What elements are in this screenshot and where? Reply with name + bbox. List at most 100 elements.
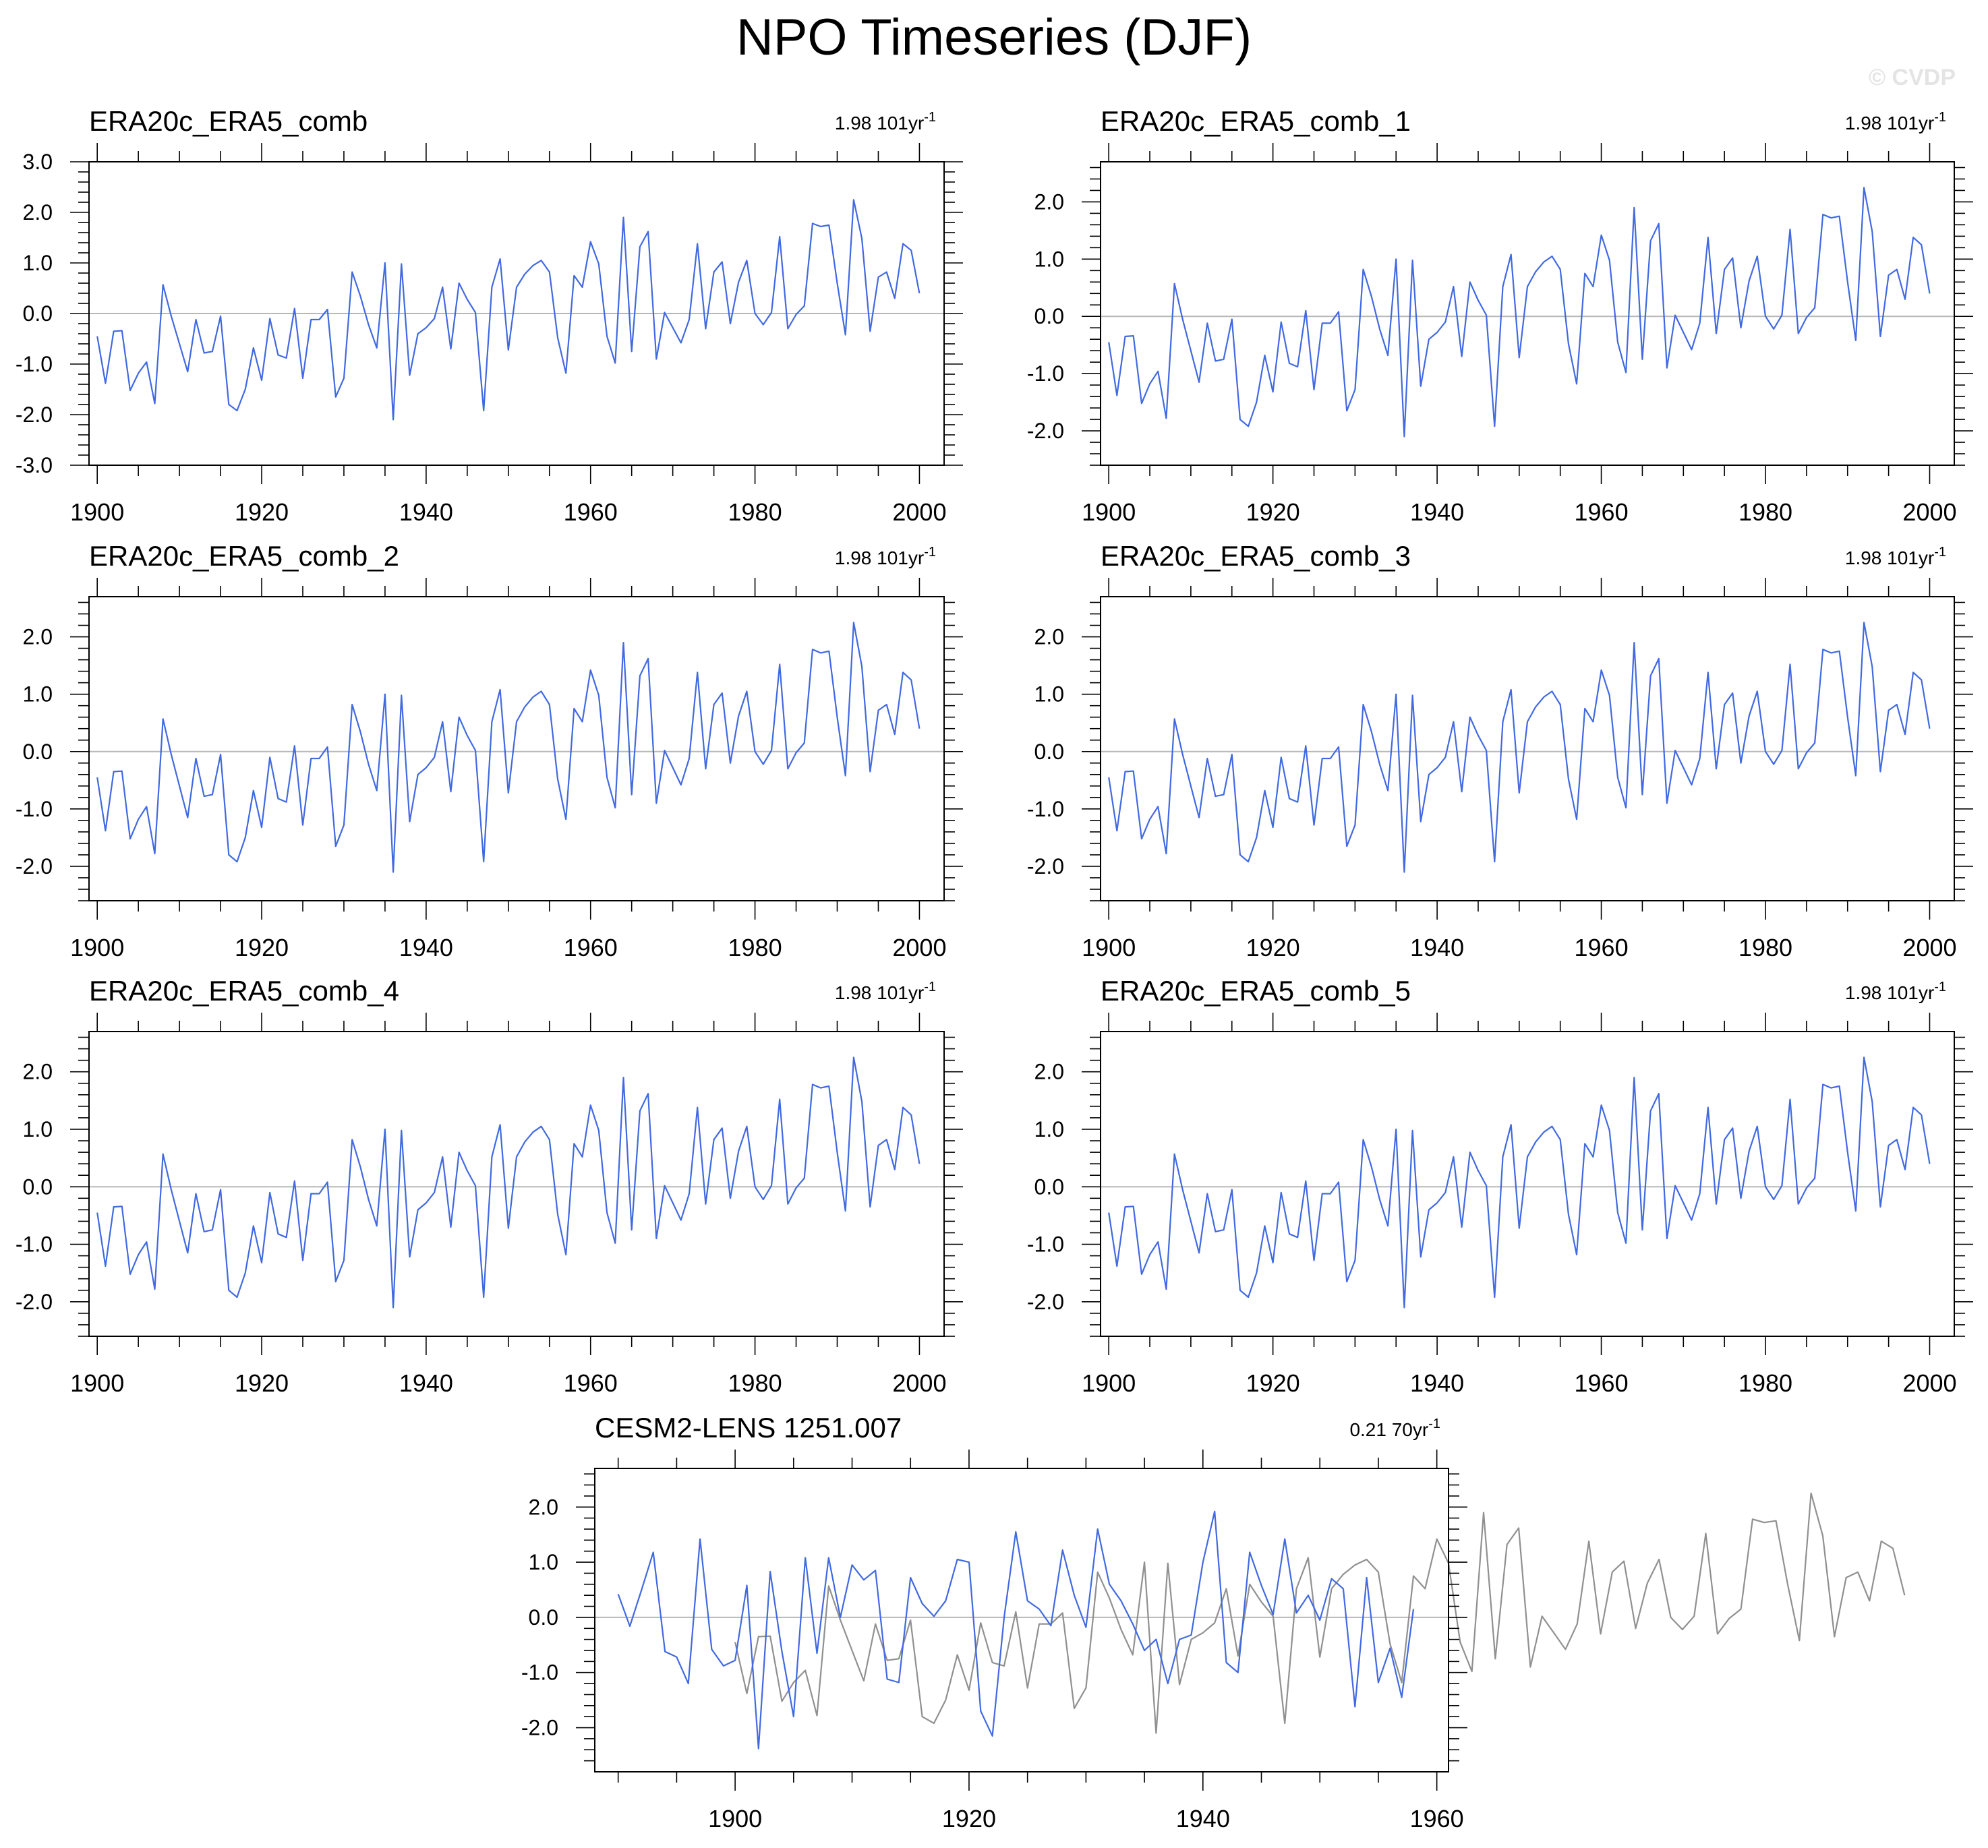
ytick-label: 2.0 bbox=[23, 200, 53, 225]
xtick-label: 1900 bbox=[1082, 1369, 1136, 1397]
panel-title: CESM2-LENS 1251.007 bbox=[595, 1412, 902, 1443]
ytick-label: -1.0 bbox=[1027, 797, 1064, 821]
xtick-label: 1900 bbox=[1082, 934, 1136, 961]
xtick-label: 1920 bbox=[235, 934, 289, 961]
trend-label: 1.98 101yr-1 bbox=[1845, 110, 1946, 133]
xtick-label: 1980 bbox=[728, 934, 782, 961]
xtick-label: 2000 bbox=[1902, 1369, 1956, 1397]
plot-frame bbox=[88, 1031, 945, 1337]
ytick-label: 1.0 bbox=[23, 251, 53, 275]
xtick-label: 1960 bbox=[564, 498, 618, 526]
series-line-0 bbox=[1108, 187, 1931, 438]
series-line-1 bbox=[617, 1510, 1415, 1750]
xtick-label: 2000 bbox=[1902, 498, 1956, 526]
ytick-label: -1.0 bbox=[521, 1661, 558, 1685]
trend-label: 0.21 70yr-1 bbox=[1349, 1417, 1440, 1440]
ytick-label: 0.0 bbox=[23, 301, 53, 326]
panel-title: ERA20c_ERA5_comb_5 bbox=[1101, 975, 1411, 1007]
ytick-label: -2.0 bbox=[1027, 1290, 1064, 1314]
panel-title: ERA20c_ERA5_comb_1 bbox=[1101, 105, 1411, 137]
ytick-label: 1.0 bbox=[23, 1117, 53, 1141]
ytick-label: 2.0 bbox=[1034, 625, 1064, 649]
trend-label: 1.98 101yr-1 bbox=[1845, 545, 1946, 568]
xtick-label: 1920 bbox=[235, 498, 289, 526]
xtick-label: 1900 bbox=[708, 1805, 762, 1832]
ytick-label: -3.0 bbox=[16, 453, 53, 477]
xtick-label: 1960 bbox=[1575, 934, 1629, 961]
xtick-label: 1920 bbox=[942, 1805, 996, 1832]
xtick-label: 2000 bbox=[892, 934, 946, 961]
xtick-label: 1940 bbox=[1176, 1805, 1230, 1832]
ytick-label: 1.0 bbox=[529, 1550, 558, 1574]
ytick-label: 2.0 bbox=[1034, 189, 1064, 214]
plot-frame bbox=[1100, 161, 1955, 466]
xtick-label: 1900 bbox=[70, 1369, 124, 1397]
ytick-label: -2.0 bbox=[1027, 854, 1064, 878]
xtick-label: 1920 bbox=[1246, 498, 1300, 526]
xtick-label: 1980 bbox=[1738, 934, 1792, 961]
xtick-label: 1940 bbox=[1410, 1369, 1464, 1397]
ytick-label: 0.0 bbox=[1034, 740, 1064, 764]
ytick-label: 3.0 bbox=[23, 150, 53, 174]
trend-label: 1.98 101yr-1 bbox=[835, 545, 936, 568]
xtick-label: 1940 bbox=[399, 934, 453, 961]
cvdp-watermark: © CVDP bbox=[1869, 65, 1956, 90]
xtick-label: 1960 bbox=[564, 934, 618, 961]
series-line-0 bbox=[1108, 622, 1931, 873]
plot-frame bbox=[88, 596, 945, 901]
ytick-label: 1.0 bbox=[1034, 682, 1064, 707]
xtick-label: 1960 bbox=[1575, 498, 1629, 526]
xtick-label: 1920 bbox=[1246, 1369, 1300, 1397]
ytick-label: -2.0 bbox=[1027, 419, 1064, 443]
xtick-label: 2000 bbox=[892, 1369, 946, 1397]
panel-title: ERA20c_ERA5_comb_4 bbox=[89, 975, 399, 1007]
series-line-0 bbox=[734, 1492, 1906, 1734]
series-line-0 bbox=[96, 622, 920, 873]
xtick-label: 2000 bbox=[1902, 934, 1956, 961]
xtick-label: 1980 bbox=[728, 1369, 782, 1397]
xtick-label: 1900 bbox=[1082, 498, 1136, 526]
ytick-label: -1.0 bbox=[16, 797, 53, 821]
ytick-label: -2.0 bbox=[16, 854, 53, 878]
xtick-label: 1960 bbox=[1410, 1805, 1464, 1832]
plot-frame bbox=[1100, 1031, 1955, 1337]
trend-label: 1.98 101yr-1 bbox=[835, 110, 936, 133]
ytick-label: -1.0 bbox=[1027, 1232, 1064, 1257]
xtick-label: 1940 bbox=[399, 1369, 453, 1397]
ytick-label: 0.0 bbox=[529, 1605, 558, 1630]
ytick-label: 0.0 bbox=[23, 740, 53, 764]
xtick-label: 1980 bbox=[1738, 498, 1792, 526]
trend-label: 1.98 101yr-1 bbox=[835, 980, 936, 1003]
ytick-label: 2.0 bbox=[529, 1495, 558, 1519]
ytick-label: -2.0 bbox=[521, 1716, 558, 1740]
xtick-label: 2000 bbox=[892, 498, 946, 526]
series-line-0 bbox=[96, 1056, 920, 1309]
panel-title: ERA20c_ERA5_comb_2 bbox=[89, 540, 399, 572]
ytick-label: -1.0 bbox=[16, 352, 53, 376]
ytick-label: 0.0 bbox=[23, 1174, 53, 1199]
xtick-label: 1900 bbox=[70, 498, 124, 526]
ytick-label: 0.0 bbox=[1034, 304, 1064, 328]
ytick-label: 2.0 bbox=[23, 625, 53, 649]
ytick-label: -1.0 bbox=[16, 1232, 53, 1257]
xtick-label: 1920 bbox=[235, 1369, 289, 1397]
ytick-label: 1.0 bbox=[1034, 247, 1064, 271]
plot-frame bbox=[594, 1468, 1449, 1772]
ytick-label: -1.0 bbox=[1027, 361, 1064, 386]
xtick-label: 1940 bbox=[1410, 498, 1464, 526]
xtick-label: 1900 bbox=[70, 934, 124, 961]
figure-title: NPO Timeseries (DJF) bbox=[736, 9, 1252, 66]
trend-label: 1.98 101yr-1 bbox=[1845, 980, 1946, 1003]
xtick-label: 1980 bbox=[1738, 1369, 1792, 1397]
plot-frame bbox=[1100, 596, 1955, 901]
xtick-label: 1980 bbox=[728, 498, 782, 526]
plot-frame bbox=[88, 161, 945, 466]
ytick-label: 1.0 bbox=[23, 682, 53, 707]
